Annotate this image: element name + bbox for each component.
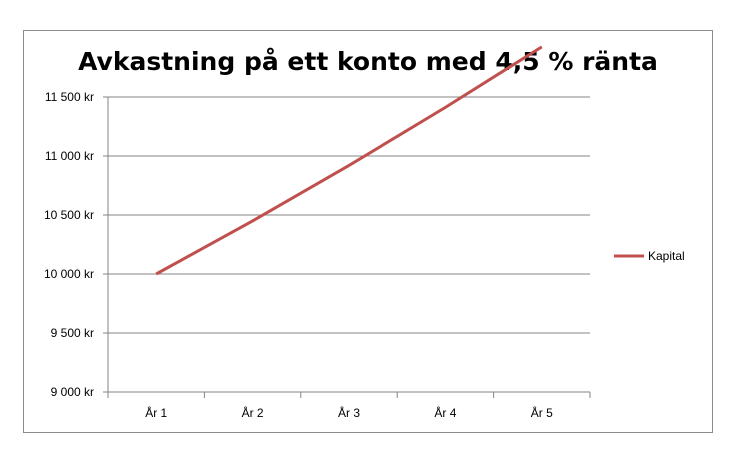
gridlines [103,96,590,393]
y-tick-label: 9 000 kr [51,385,94,399]
series-group [155,45,543,276]
y-axis-labels: 9 000 kr 9 500 kr 10 000 kr 10 500 kr 11 000… [44,90,94,399]
x-tick-label: År 2 [242,405,264,420]
x-tick-label: År 1 [145,405,167,420]
chart-title: Avkastning på ett konto med 4,5 % ränta [78,47,658,76]
y-tick-label: 10 500 kr [44,208,94,222]
y-tick-label: 9 500 kr [51,326,94,340]
y-tick-label: 11 000 kr [45,149,94,163]
series-line-0 [155,45,543,276]
y-tick-label: 11 500 kr [45,90,94,104]
x-tick-label: År 3 [338,405,360,420]
x-axis: År 1 År 2 År 3 År 4 År 5 [107,392,591,420]
y-tick-label: 10 000 kr [44,267,94,281]
x-tick-label: År 5 [531,405,553,420]
legend-label: Kapital [648,249,685,263]
legend[interactable]: Kapital [614,249,685,263]
x-tick-label: År 4 [434,405,456,420]
